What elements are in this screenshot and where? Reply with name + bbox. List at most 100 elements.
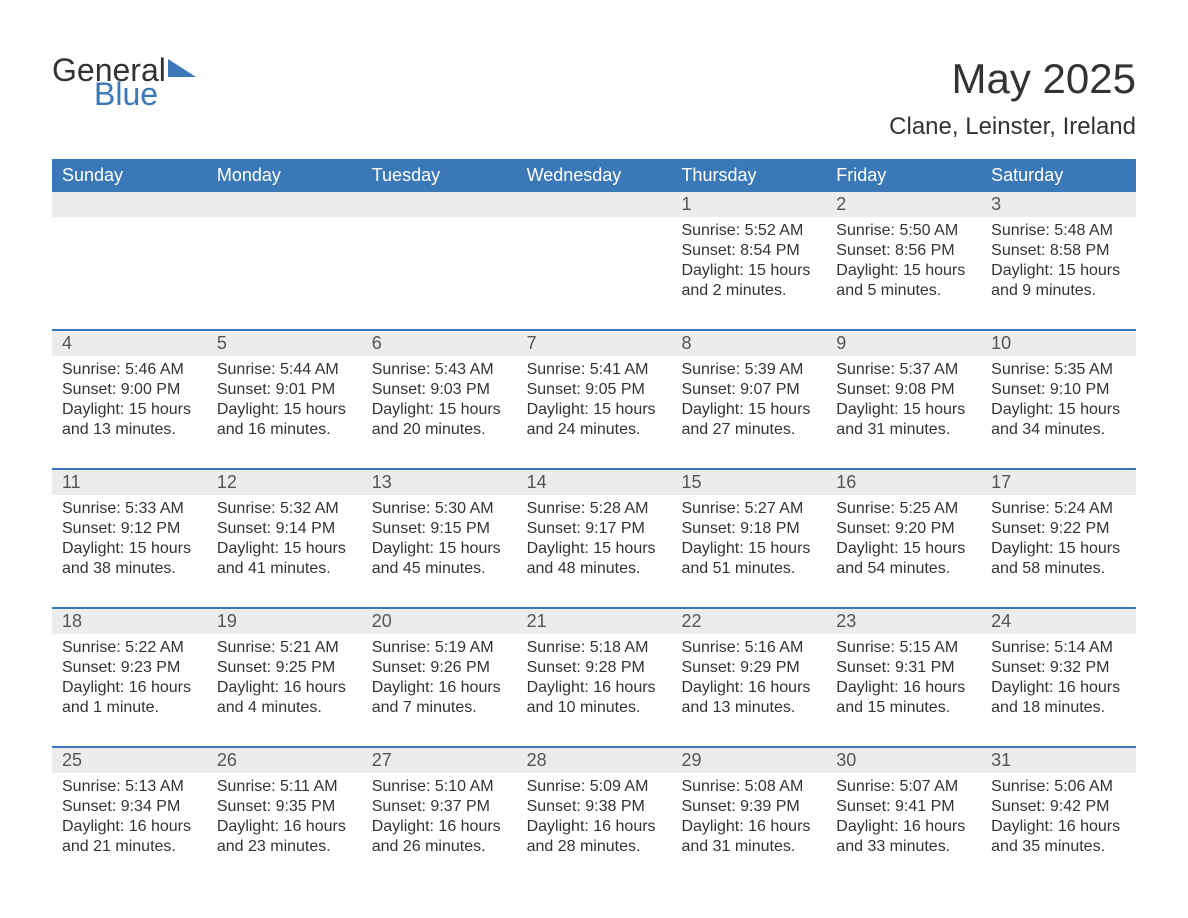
daylight-text: Daylight: 15 hours and 27 minutes. bbox=[681, 400, 816, 440]
day-info-cell: Sunrise: 5:22 AMSunset: 9:23 PMDaylight:… bbox=[52, 634, 207, 746]
sunset-text: Sunset: 9:22 PM bbox=[991, 519, 1126, 539]
daylight-text: Daylight: 15 hours and 13 minutes. bbox=[62, 400, 197, 440]
logo-triangle-icon bbox=[168, 59, 196, 77]
day-info-row: Sunrise: 5:33 AMSunset: 9:12 PMDaylight:… bbox=[52, 495, 1136, 607]
day-header: Saturday bbox=[981, 159, 1136, 192]
sunrise-text: Sunrise: 5:07 AM bbox=[836, 777, 971, 797]
day-info-cell: Sunrise: 5:24 AMSunset: 9:22 PMDaylight:… bbox=[981, 495, 1136, 607]
sunset-text: Sunset: 9:20 PM bbox=[836, 519, 971, 539]
calendar-week: 18192021222324Sunrise: 5:22 AMSunset: 9:… bbox=[52, 607, 1136, 746]
sunrise-text: Sunrise: 5:28 AM bbox=[527, 499, 662, 519]
sunrise-text: Sunrise: 5:18 AM bbox=[527, 638, 662, 658]
day-number-cell: 4 bbox=[52, 331, 207, 356]
day-number-cell: 14 bbox=[517, 470, 672, 495]
daylight-text: Daylight: 16 hours and 15 minutes. bbox=[836, 678, 971, 718]
sunrise-text: Sunrise: 5:30 AM bbox=[372, 499, 507, 519]
day-number-cell: 28 bbox=[517, 748, 672, 773]
day-number-cell: 9 bbox=[826, 331, 981, 356]
daylight-text: Daylight: 15 hours and 54 minutes. bbox=[836, 539, 971, 579]
daylight-text: Daylight: 16 hours and 7 minutes. bbox=[372, 678, 507, 718]
day-info-cell: Sunrise: 5:37 AMSunset: 9:08 PMDaylight:… bbox=[826, 356, 981, 468]
sunset-text: Sunset: 9:35 PM bbox=[217, 797, 352, 817]
location-subtitle: Clane, Leinster, Ireland bbox=[889, 113, 1136, 141]
day-info-cell: Sunrise: 5:32 AMSunset: 9:14 PMDaylight:… bbox=[207, 495, 362, 607]
day-number-cell: 1 bbox=[671, 192, 826, 217]
day-number-cell: 30 bbox=[826, 748, 981, 773]
sunrise-text: Sunrise: 5:06 AM bbox=[991, 777, 1126, 797]
sunset-text: Sunset: 9:25 PM bbox=[217, 658, 352, 678]
sunrise-text: Sunrise: 5:41 AM bbox=[527, 360, 662, 380]
sunset-text: Sunset: 9:29 PM bbox=[681, 658, 816, 678]
day-number-cell: 17 bbox=[981, 470, 1136, 495]
calendar-week: 123Sunrise: 5:52 AMSunset: 8:54 PMDaylig… bbox=[52, 192, 1136, 329]
day-info-cell: Sunrise: 5:18 AMSunset: 9:28 PMDaylight:… bbox=[517, 634, 672, 746]
day-number-row: 123 bbox=[52, 192, 1136, 217]
day-number-row: 25262728293031 bbox=[52, 746, 1136, 773]
sunrise-text: Sunrise: 5:21 AM bbox=[217, 638, 352, 658]
day-number-cell: 10 bbox=[981, 331, 1136, 356]
day-info-row: Sunrise: 5:52 AMSunset: 8:54 PMDaylight:… bbox=[52, 217, 1136, 329]
sunrise-text: Sunrise: 5:52 AM bbox=[681, 221, 816, 241]
daylight-text: Daylight: 15 hours and 9 minutes. bbox=[991, 261, 1126, 301]
day-info-cell: Sunrise: 5:39 AMSunset: 9:07 PMDaylight:… bbox=[671, 356, 826, 468]
calendar-week: 25262728293031Sunrise: 5:13 AMSunset: 9:… bbox=[52, 746, 1136, 885]
sunset-text: Sunset: 9:31 PM bbox=[836, 658, 971, 678]
sunrise-text: Sunrise: 5:14 AM bbox=[991, 638, 1126, 658]
daylight-text: Daylight: 15 hours and 38 minutes. bbox=[62, 539, 197, 579]
calendar: Sunday Monday Tuesday Wednesday Thursday… bbox=[52, 159, 1136, 885]
daylight-text: Daylight: 15 hours and 31 minutes. bbox=[836, 400, 971, 440]
day-header: Sunday bbox=[52, 159, 207, 192]
day-info-cell: Sunrise: 5:28 AMSunset: 9:17 PMDaylight:… bbox=[517, 495, 672, 607]
sunrise-text: Sunrise: 5:15 AM bbox=[836, 638, 971, 658]
day-number-cell: 27 bbox=[362, 748, 517, 773]
day-info-cell bbox=[517, 217, 672, 329]
sunrise-text: Sunrise: 5:22 AM bbox=[62, 638, 197, 658]
day-number-row: 45678910 bbox=[52, 329, 1136, 356]
sunrise-text: Sunrise: 5:11 AM bbox=[217, 777, 352, 797]
sunset-text: Sunset: 9:42 PM bbox=[991, 797, 1126, 817]
day-info-cell: Sunrise: 5:09 AMSunset: 9:38 PMDaylight:… bbox=[517, 773, 672, 885]
sunset-text: Sunset: 9:28 PM bbox=[527, 658, 662, 678]
day-number-cell: 22 bbox=[671, 609, 826, 634]
day-info-cell: Sunrise: 5:06 AMSunset: 9:42 PMDaylight:… bbox=[981, 773, 1136, 885]
sunset-text: Sunset: 9:39 PM bbox=[681, 797, 816, 817]
day-info-cell bbox=[52, 217, 207, 329]
day-number-cell: 15 bbox=[671, 470, 826, 495]
sunset-text: Sunset: 9:38 PM bbox=[527, 797, 662, 817]
daylight-text: Daylight: 15 hours and 41 minutes. bbox=[217, 539, 352, 579]
sunset-text: Sunset: 9:05 PM bbox=[527, 380, 662, 400]
day-number-cell bbox=[207, 192, 362, 217]
day-header: Wednesday bbox=[517, 159, 672, 192]
sunset-text: Sunset: 9:03 PM bbox=[372, 380, 507, 400]
day-info-cell: Sunrise: 5:14 AMSunset: 9:32 PMDaylight:… bbox=[981, 634, 1136, 746]
sunset-text: Sunset: 9:00 PM bbox=[62, 380, 197, 400]
daylight-text: Daylight: 16 hours and 18 minutes. bbox=[991, 678, 1126, 718]
sunrise-text: Sunrise: 5:24 AM bbox=[991, 499, 1126, 519]
day-number-cell: 16 bbox=[826, 470, 981, 495]
day-header: Thursday bbox=[671, 159, 826, 192]
day-info-cell: Sunrise: 5:33 AMSunset: 9:12 PMDaylight:… bbox=[52, 495, 207, 607]
day-info-cell: Sunrise: 5:10 AMSunset: 9:37 PMDaylight:… bbox=[362, 773, 517, 885]
sunrise-text: Sunrise: 5:33 AM bbox=[62, 499, 197, 519]
day-info-row: Sunrise: 5:46 AMSunset: 9:00 PMDaylight:… bbox=[52, 356, 1136, 468]
sunset-text: Sunset: 9:08 PM bbox=[836, 380, 971, 400]
day-number-cell: 11 bbox=[52, 470, 207, 495]
day-info-cell: Sunrise: 5:30 AMSunset: 9:15 PMDaylight:… bbox=[362, 495, 517, 607]
sunset-text: Sunset: 9:01 PM bbox=[217, 380, 352, 400]
day-number-cell: 21 bbox=[517, 609, 672, 634]
daylight-text: Daylight: 16 hours and 10 minutes. bbox=[527, 678, 662, 718]
day-info-row: Sunrise: 5:22 AMSunset: 9:23 PMDaylight:… bbox=[52, 634, 1136, 746]
day-header: Friday bbox=[826, 159, 981, 192]
daylight-text: Daylight: 16 hours and 4 minutes. bbox=[217, 678, 352, 718]
day-number-cell bbox=[362, 192, 517, 217]
sunset-text: Sunset: 9:18 PM bbox=[681, 519, 816, 539]
sunrise-text: Sunrise: 5:48 AM bbox=[991, 221, 1126, 241]
day-number-cell: 29 bbox=[671, 748, 826, 773]
logo-text: General Blue bbox=[52, 55, 196, 110]
daylight-text: Daylight: 16 hours and 28 minutes. bbox=[527, 817, 662, 857]
day-number-cell: 19 bbox=[207, 609, 362, 634]
daylight-text: Daylight: 15 hours and 34 minutes. bbox=[991, 400, 1126, 440]
day-info-cell: Sunrise: 5:27 AMSunset: 9:18 PMDaylight:… bbox=[671, 495, 826, 607]
day-info-cell: Sunrise: 5:08 AMSunset: 9:39 PMDaylight:… bbox=[671, 773, 826, 885]
day-number-cell: 31 bbox=[981, 748, 1136, 773]
